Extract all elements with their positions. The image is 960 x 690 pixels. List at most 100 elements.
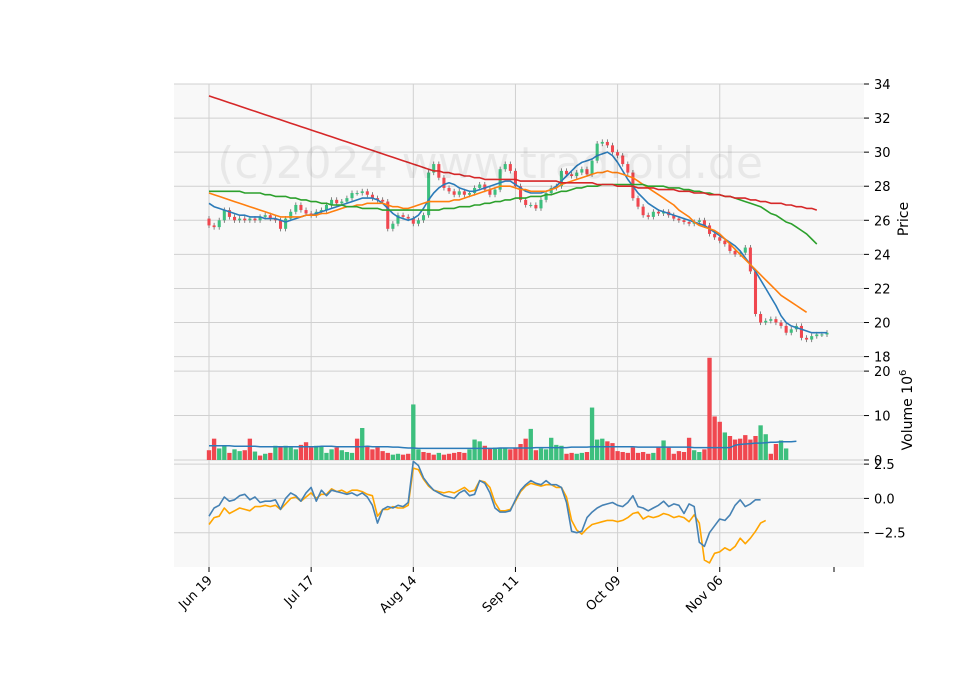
x-tick-label: Aug 14	[377, 573, 420, 616]
candle	[370, 192, 374, 201]
watermark: (c)2024 www.tradroid.de	[217, 138, 763, 189]
candle	[284, 216, 288, 232]
volume-bar	[227, 452, 232, 460]
candle	[595, 141, 599, 164]
price-ma-line-4	[208, 95, 818, 211]
volume-bar	[748, 439, 753, 460]
volume-bar	[594, 439, 600, 460]
candle-body	[733, 250, 737, 255]
volume-bar	[339, 450, 344, 460]
candle-body	[641, 206, 645, 216]
candle-body	[559, 170, 563, 187]
candle-body	[376, 198, 380, 200]
candle	[621, 153, 625, 167]
volume-bar	[579, 452, 585, 460]
candle-body	[467, 193, 472, 195]
price-y-tick-label: 34	[874, 78, 891, 93]
candle	[452, 188, 456, 198]
candle-body	[457, 191, 461, 195]
volume-bar	[263, 453, 268, 460]
candle	[447, 185, 451, 194]
volume-bar	[487, 448, 493, 460]
volume-bar	[584, 452, 590, 460]
candle-body	[513, 170, 517, 187]
volume-bar	[268, 452, 273, 460]
volume-bar	[451, 452, 457, 460]
price-y-tick-label: 28	[874, 180, 891, 195]
candle-body	[391, 223, 395, 229]
candle	[825, 330, 829, 337]
volume-bar	[303, 442, 309, 460]
volume-bar	[732, 439, 738, 460]
candle	[539, 197, 543, 211]
candle-body	[263, 215, 267, 217]
price-y-axis-title: Price	[896, 202, 912, 236]
candle-body	[825, 332, 829, 335]
volume-bar	[400, 454, 406, 460]
x-tick-label: Jul 17	[281, 573, 318, 610]
candle-body	[330, 199, 334, 205]
candle-body	[309, 213, 313, 216]
candle	[534, 202, 538, 211]
candle-body	[636, 198, 640, 207]
candle	[789, 326, 793, 336]
candle-body	[243, 218, 247, 221]
candle	[330, 197, 334, 208]
volume-bar	[375, 447, 380, 460]
candle-body	[595, 143, 599, 161]
candle-body	[345, 198, 349, 202]
candle-body	[621, 155, 625, 165]
candle-body	[335, 199, 339, 204]
candle-body	[656, 211, 660, 214]
candle	[391, 221, 395, 232]
volume-bar	[630, 447, 636, 460]
volume-bar	[217, 448, 222, 460]
candle	[309, 210, 313, 218]
candle-body	[411, 218, 415, 224]
candle	[416, 217, 420, 227]
volume-bar	[467, 449, 472, 460]
panel-bg-1	[174, 84, 864, 360]
candle	[769, 316, 773, 324]
candle-body	[697, 220, 701, 222]
candle-body	[529, 204, 533, 206]
volume-bar	[252, 451, 258, 460]
x-tick-label: Oct 09	[583, 573, 624, 614]
volume-bar	[411, 404, 416, 460]
price-y-tick-label: 18	[874, 351, 891, 366]
volume-bar	[319, 446, 324, 460]
volume-bar	[390, 454, 396, 460]
volume-bar	[528, 428, 533, 460]
candle-body	[278, 220, 283, 229]
candle	[524, 197, 528, 208]
volume-bar	[615, 451, 620, 460]
volume-bar	[421, 452, 426, 460]
candle	[365, 188, 369, 198]
candle-body	[340, 201, 344, 204]
candle-body	[217, 220, 221, 228]
candle	[600, 139, 604, 147]
candle-body	[503, 164, 507, 170]
volume-bar	[600, 438, 605, 460]
volume-bar	[676, 451, 682, 460]
x-tick-label: Nov 06	[683, 573, 726, 616]
volume-bar	[426, 452, 431, 460]
volume-bar	[344, 452, 350, 460]
volume-bar	[406, 453, 411, 460]
candle-body	[815, 334, 819, 337]
candle-body	[324, 204, 329, 211]
volume-bar	[354, 438, 360, 460]
price-ma-line-2	[208, 170, 808, 313]
candle-body	[702, 220, 706, 226]
candle-body	[381, 199, 385, 202]
volume-bar	[334, 447, 339, 460]
volume-bar	[763, 434, 768, 460]
panel-bg-3	[174, 460, 864, 567]
volume-bar	[651, 452, 656, 460]
candle-body	[779, 322, 783, 326]
candle	[585, 166, 589, 177]
volume-bar	[482, 445, 487, 460]
candle	[646, 212, 650, 220]
volume-bar	[783, 448, 789, 460]
volume-ma-line	[209, 440, 797, 450]
